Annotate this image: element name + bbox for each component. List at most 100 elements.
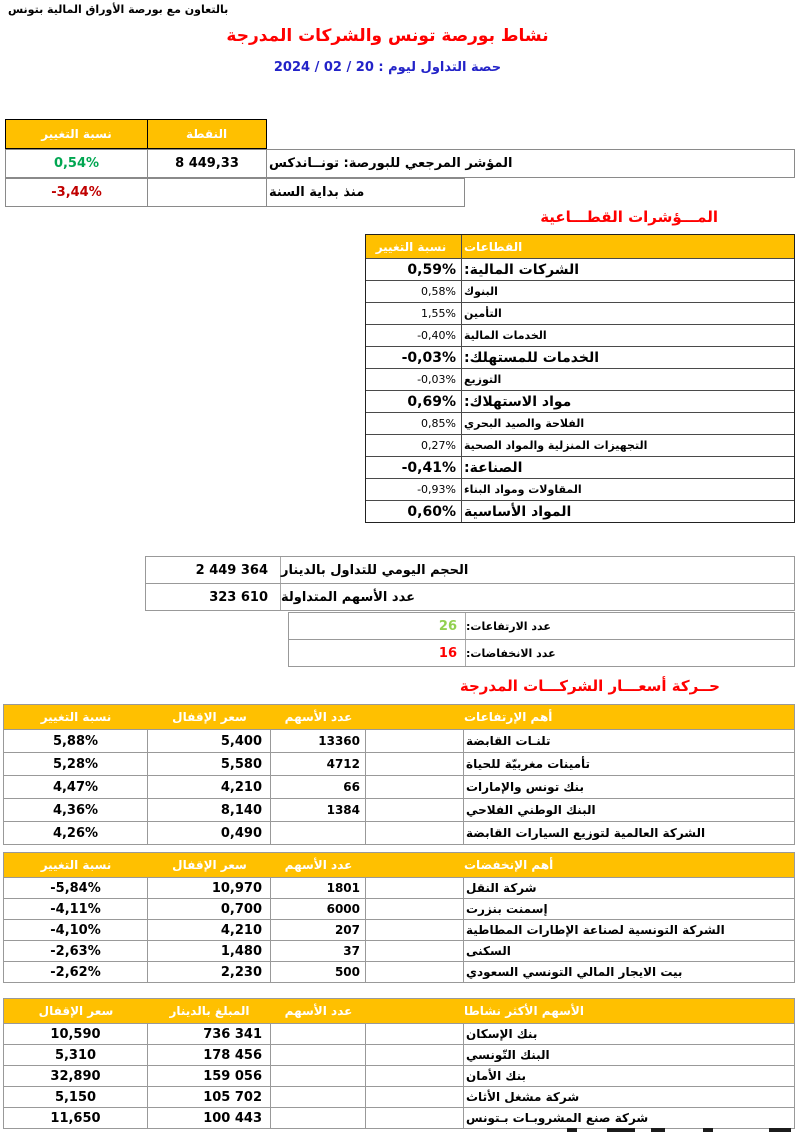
amount-cell: 105 702 [148,1087,271,1107]
sector-change: -0,40% [366,325,462,346]
sector-name: الفلاحة والصيد البحري [464,417,585,430]
change-cell: -2,63% [4,941,148,961]
company-name: البنك الوطني الفلاحي [466,803,596,817]
sector-name: المواد الأساسية [464,503,572,520]
tunindex-label: المؤشر المرجعي للبورصة: تونــاندكس [266,149,795,178]
ytd-label: منذ بداية السنة [266,178,465,207]
shares-cell [271,1108,366,1128]
col-header-shares: عدد الأسهم [284,858,353,872]
sector-row: 0,69% مواد الاستهلاك: [366,390,794,412]
close-cell: 10,590 [4,1024,148,1044]
shares-cell: 13360 [271,730,366,752]
sector-name: التوزيع [464,373,502,386]
traded-shares-value: 323 610 [146,584,281,610]
company-name: تلنـات القابضة [466,734,551,748]
col-header-change: نسبة التغيير [40,858,112,872]
company-name: شركة مشغل الأثاث [466,1090,580,1104]
company-name: بنك تونس والإمارات [466,780,584,794]
change-cell: -2,62% [4,962,148,982]
tunindex-points: 8 449,33 [147,149,267,178]
close-cell: 5,400 [148,730,271,752]
sector-row: 0,58% البنوك [366,280,794,302]
sector-change: 0,59% [366,259,462,280]
spacer-cell [366,799,464,821]
cooperation-note: بالتعاون مع بورصة الأوراق المالية بتونس [8,3,229,16]
change-cell: 5,28% [4,753,148,775]
sector-change: 0,27% [366,435,462,456]
gainers-header: نسبة التغيير سعر الإقفال عدد الأسهم أهم … [3,704,795,730]
decliners-count: 16 [289,640,466,666]
counts-box: 26 عدد الارتفاعات: 16 عدد الانخفاضات: [288,612,795,667]
close-cell: 4,210 [148,920,271,940]
decliners-header: نسبة التغيير سعر الإقفال عدد الأسهم أهم … [3,852,795,878]
sector-row: -0,03% الخدمات للمستهلك: [366,346,794,368]
sector-change: 0,85% [366,413,462,434]
sector-table: نسبة التغيير القطاعات 0,59% الشركات المال… [365,234,795,523]
gainer-row: 4,36% 8,140 1384 البنك الوطني الفلاحي [3,799,795,822]
col-header-close: سعر الإقفال [38,1004,114,1018]
col-header-close: سعر الإقفال [172,858,247,872]
movers-section-title: حــركة أسعـــار الشركـــات المدرجة [459,677,720,695]
spacer-cell [366,1066,464,1086]
amount-cell: 736 341 [148,1024,271,1044]
shares-cell [271,1045,366,1065]
company-name: الشركة التونسية لصناعة الإطارات المطاطية [466,923,725,937]
sector-name: التأمين [464,307,502,320]
sector-table-header: نسبة التغيير القطاعات [366,235,794,258]
sector-name: الصناعة: [464,459,523,476]
col-header-spacer [366,853,464,877]
spacer-cell [366,1045,464,1065]
shares-cell: 207 [271,920,366,940]
shares-cell: 1801 [271,878,366,898]
sector-change: 1,55% [366,303,462,324]
close-cell: 0,700 [148,899,271,919]
active-row: 5,310 178 456 البنك التّونسي [3,1045,795,1066]
col-header-change: نسبة التغيير [5,119,148,149]
spacer-cell [366,1024,464,1044]
decliner-row: -4,11% 0,700 6000 إسمنت بنزرت [3,899,795,920]
shares-cell: 500 [271,962,366,982]
spacer-cell [366,878,464,898]
advancers-row: 26 عدد الارتفاعات: [288,612,795,640]
page-title: نشاط بورصة تونس والشركات المدرجة [226,26,549,46]
sector-name: التجهيزات المنزلية والمواد الصحية [464,439,648,452]
decliner-row: -4,10% 4,210 207 الشركة التونسية لصناعة الإ… [3,920,795,941]
shares-cell [271,1087,366,1107]
gainer-row: 5,88% 5,400 13360 تلنـات القابضة [3,730,795,753]
company-name: الشركة العالمية لتوزيع السيارات القابضة [466,826,706,840]
sector-change: -0,93% [366,479,462,500]
traded-shares-label: عدد الأسهم المتداولة [281,589,415,605]
sector-section-title: المـــؤشرات القطـــاعية [540,208,718,226]
decliners-row: 16 عدد الانخفاضات: [288,639,795,667]
traded-shares-row: 323 610 عدد الأسهم المتداولة [145,583,795,611]
change-cell: 4,26% [4,822,148,844]
sector-change: -0,03% [366,369,462,390]
company-name: إسمنت بنزرت [466,902,548,916]
close-cell: 5,580 [148,753,271,775]
sector-change: -0,03% [366,347,462,368]
col-header-change: نسبة التغيير [40,710,112,724]
volume-label: الحجم اليومي للتداول بالدينار [281,562,469,578]
close-cell: 32,890 [4,1066,148,1086]
sector-row: 0,59% الشركات المالية: [366,258,794,280]
sector-change: 0,58% [366,281,462,302]
company-name: شركة النقل [466,881,537,895]
change-cell: 4,36% [4,799,148,821]
spacer-cell [366,822,464,844]
volume-box: 2 449 364 الحجم اليومي للتداول بالدينار … [145,556,795,611]
shares-cell [271,1066,366,1086]
tunindex-change: 0,54% [5,149,148,178]
volume-value: 2 449 364 [146,557,281,583]
advancers-count: 26 [289,613,466,639]
sector-name: مواد الاستهلاك: [464,393,572,410]
decliner-row: -5,84% 10,970 1801 شركة النقل [3,878,795,899]
spacer-cell [366,753,464,775]
gainer-row: 4,47% 4,210 66 بنك تونس والإمارات [3,776,795,799]
advancers-label: عدد الارتفاعات: [466,619,551,633]
close-cell: 5,150 [4,1087,148,1107]
sector-change: 0,69% [366,391,462,412]
sector-row: -0,93% المقاولات ومواد البناء [366,478,794,500]
company-name: بنك الإسكان [466,1027,538,1041]
decliners-title-cell: أهم الإنخفضات [464,858,554,872]
